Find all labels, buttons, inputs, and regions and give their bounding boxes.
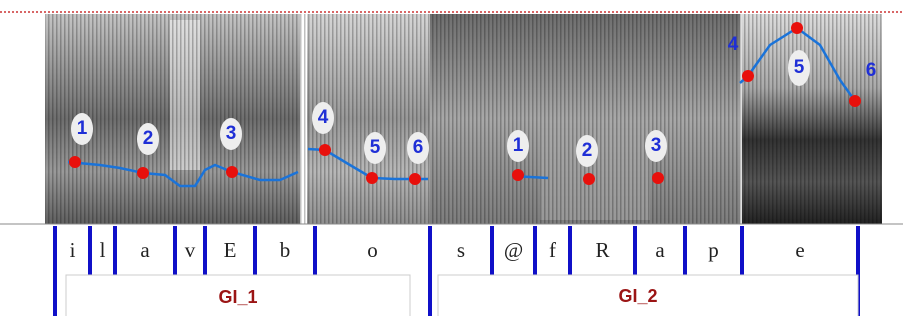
point-number: 1 (77, 118, 88, 139)
point-number: 6 (866, 60, 877, 81)
boundary (633, 226, 637, 276)
boundary (173, 226, 177, 276)
point-number: 1 (513, 135, 524, 156)
point-number: 3 (651, 135, 662, 156)
spectrogram (0, 12, 903, 224)
phoneme: f (549, 238, 556, 262)
spectrogram-figure: 1 2 3 4 5 6 1 2 3 4 5 6 il a v Eb o s @ f Ra p e G… (0, 0, 903, 316)
group-label: GI_2 (618, 286, 657, 306)
phoneme: @ (504, 238, 523, 262)
phoneme: s (457, 238, 465, 262)
point-number: 5 (794, 57, 805, 78)
point-number: 2 (582, 140, 593, 161)
point-number: 2 (143, 128, 154, 149)
phoneme: R (595, 238, 609, 262)
point-number: 5 (370, 137, 381, 158)
phoneme: e (795, 238, 804, 262)
group-label: GI_1 (218, 287, 257, 307)
phoneme: v (185, 238, 196, 262)
group-tier: GI_1 GI_2 (66, 275, 858, 316)
boundary (253, 226, 257, 276)
phoneme: l (100, 238, 106, 262)
boundary (428, 226, 432, 316)
boundary (490, 226, 494, 276)
phoneme: a (140, 238, 150, 262)
boundary (533, 226, 537, 276)
point-number: 3 (226, 123, 237, 144)
point-number: 6 (413, 137, 424, 158)
phoneme: b (280, 238, 291, 262)
phoneme: p (708, 238, 719, 262)
boundary (113, 226, 117, 276)
phoneme: E (224, 238, 237, 262)
boundary (53, 226, 57, 316)
boundary (88, 226, 92, 276)
boundary (203, 226, 207, 276)
phoneme: i (70, 238, 76, 262)
point-number: 4 (318, 107, 329, 128)
boundary (683, 226, 687, 276)
phoneme: o (367, 238, 378, 262)
phoneme: a (655, 238, 665, 262)
boundary (568, 226, 572, 276)
point-number: 4 (728, 34, 739, 55)
